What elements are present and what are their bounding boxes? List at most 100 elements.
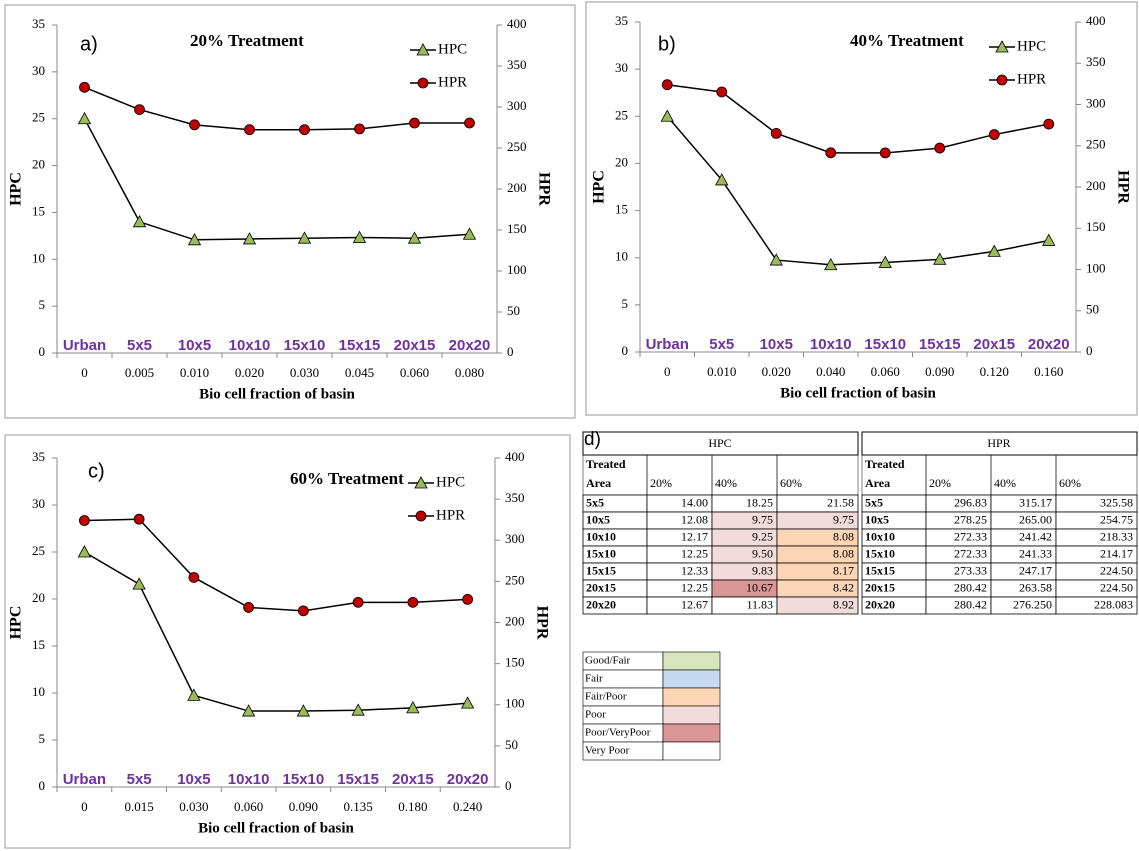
y-tick-label: 20 [615, 154, 628, 169]
treated-area-label: 20x20 [1028, 336, 1070, 353]
legend-marker [414, 476, 428, 489]
data-point [188, 572, 200, 583]
table-value: 9.75 [833, 512, 854, 526]
table-row-label: 15x15 [865, 563, 895, 577]
data-point [241, 704, 256, 717]
x-tick-label: 0.135 [344, 799, 373, 814]
table-value: 8.08 [833, 546, 854, 560]
table-value: 263.58 [1019, 580, 1052, 594]
y-tick-label: 30 [32, 496, 45, 511]
data-point [987, 244, 1001, 257]
treated-area-label: 20x20 [449, 337, 491, 354]
series-line [83, 551, 468, 712]
table-value: 21.58 [827, 495, 854, 509]
y2-tick-label: 50 [505, 737, 518, 752]
table-row-label: 5x5 [865, 495, 883, 509]
treated-area-label: 20x15 [392, 771, 434, 788]
data-point [79, 81, 90, 93]
panel-frame [585, 1, 1138, 416]
y-axis-title: HPC [591, 170, 608, 204]
table-column-header: 20% [650, 476, 672, 490]
x-tick-label: 0.160 [1034, 364, 1063, 379]
legend-label: HPR [436, 507, 465, 523]
treated-area-label: 5x5 [709, 336, 734, 353]
data-point [352, 230, 367, 243]
table-value: 12.17 [681, 529, 708, 543]
y2-tick-label: 50 [507, 303, 520, 318]
data-point [351, 703, 365, 716]
data-point [462, 594, 474, 605]
table-row-label: 20x15 [586, 580, 616, 594]
data-point [715, 173, 729, 186]
y2-tick-label: 0 [1086, 343, 1093, 358]
table-column-header: 40% [715, 476, 737, 490]
data-point [78, 515, 90, 526]
data-point [462, 227, 477, 240]
legend-label: Good/Fair [585, 655, 631, 667]
table-value: 12.67 [681, 597, 708, 611]
panel-label: a) [80, 33, 98, 55]
legend-swatch [662, 741, 721, 761]
data-point [242, 232, 257, 245]
x-tick-label: 0.080 [455, 365, 484, 380]
data-point [133, 513, 145, 525]
data-point [243, 602, 255, 613]
y2-tick-label: 150 [507, 221, 527, 236]
treated-area-label: 15x15 [919, 336, 961, 353]
data-point [297, 605, 309, 617]
table-value: 315.17 [1019, 495, 1052, 509]
treated-area-label: 20x20 [447, 771, 489, 788]
table-row-label: 10x5 [865, 512, 889, 526]
data-point [244, 124, 255, 136]
legend-swatch [662, 723, 721, 743]
panel-label: b) [658, 33, 676, 55]
treated-area-label: 10x10 [228, 771, 270, 788]
table-column-header: 60% [1059, 476, 1081, 490]
y2-tick-label: 400 [505, 449, 525, 464]
data-point [187, 232, 202, 246]
table-value: 296.83 [954, 495, 987, 509]
x-tick-label: 0.030 [290, 365, 319, 380]
y-axis-title: HPC [8, 606, 25, 640]
x-tick-label: 0.020 [235, 365, 264, 380]
treated-area-label: 20x15 [394, 337, 436, 354]
data-point [77, 111, 92, 125]
y-tick-label: 25 [615, 107, 628, 122]
legend-marker [416, 43, 430, 56]
table-value: 228.083 [1094, 597, 1133, 611]
table-value: 247.17 [1019, 563, 1052, 577]
table-cell [776, 596, 859, 615]
treated-area-label: Urban [63, 337, 106, 354]
y-tick-label: 30 [32, 63, 45, 78]
data-point [878, 255, 892, 268]
table-row-header: Treated [586, 457, 626, 471]
chart-title: 60% Treatment [290, 469, 404, 488]
y-axis-title: HPC [8, 172, 25, 206]
legend-label: Poor/VeryPoor [585, 727, 651, 739]
treated-area-label: 10x5 [178, 337, 211, 354]
treated-area-label: 5x5 [127, 771, 152, 788]
series-line [84, 518, 468, 612]
y-tick-label: 30 [615, 60, 628, 75]
x-tick-label: 0.005 [125, 365, 154, 380]
legend-label: Poor [585, 709, 606, 721]
table-value: 272.33 [954, 529, 987, 543]
data-point [825, 147, 837, 159]
data-point [460, 696, 475, 709]
data-point [770, 127, 782, 139]
table-value: 325.58 [1100, 495, 1133, 509]
panel-frame [4, 4, 576, 419]
legend-label: Fair/Poor [585, 691, 627, 703]
y2-tick-label: 200 [505, 613, 525, 628]
data-point [296, 704, 311, 717]
table-column-header: 60% [780, 476, 802, 490]
x-tick-label: 0 [81, 365, 88, 380]
legend-swatch [662, 687, 721, 707]
legend-marker [415, 510, 427, 522]
chart-title: 40% Treatment [850, 31, 964, 50]
data-point [134, 104, 145, 115]
legend-label: Fair [585, 673, 603, 685]
treated-area-label: 20x15 [973, 336, 1015, 353]
y-tick-label: 15 [615, 202, 628, 217]
treated-area-label: 10x10 [229, 337, 271, 354]
